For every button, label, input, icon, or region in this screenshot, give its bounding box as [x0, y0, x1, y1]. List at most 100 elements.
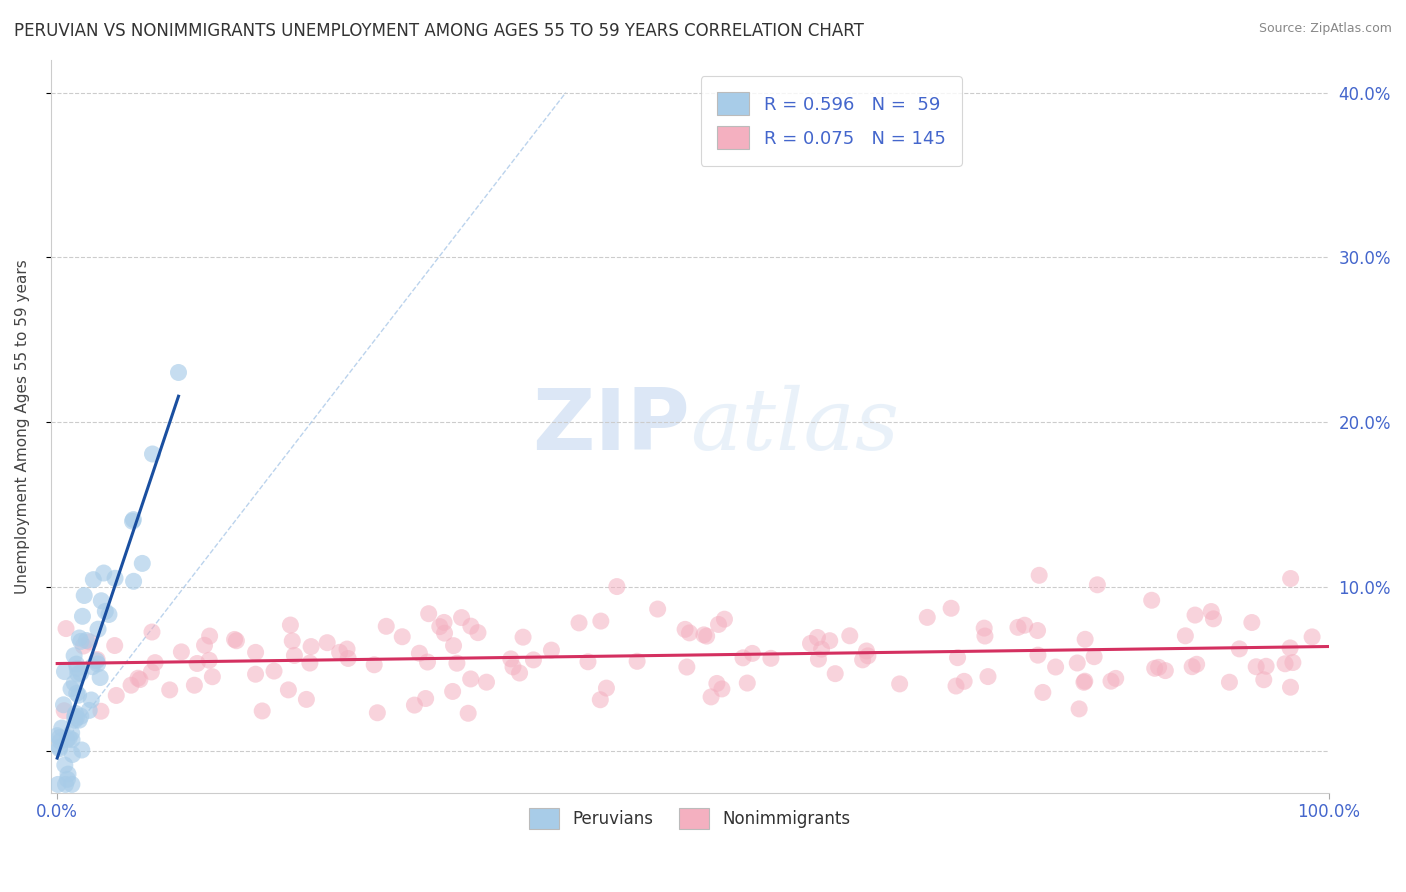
- Point: [678, 626, 700, 640]
- Point: [1143, 661, 1166, 675]
- Point: [86, 652, 108, 666]
- Point: [1301, 630, 1323, 644]
- Point: [201, 670, 224, 684]
- Point: [460, 619, 482, 633]
- Point: [67, 631, 90, 645]
- Point: [1045, 660, 1067, 674]
- Point: [131, 557, 153, 571]
- Point: [673, 623, 696, 637]
- Point: [852, 653, 875, 667]
- Point: [167, 366, 190, 380]
- Point: [1185, 657, 1208, 672]
- Point: [120, 678, 142, 692]
- Point: [58, 731, 80, 746]
- Point: [818, 633, 841, 648]
- Point: [141, 665, 163, 679]
- Point: [446, 657, 468, 671]
- Point: [589, 614, 612, 628]
- Point: [159, 682, 181, 697]
- Point: [1074, 632, 1097, 647]
- Point: [856, 648, 879, 663]
- Point: [70, 743, 93, 757]
- Point: [1274, 657, 1296, 671]
- Point: [676, 660, 699, 674]
- Point: [647, 602, 669, 616]
- Point: [62, 747, 84, 762]
- Point: [53, 704, 76, 718]
- Point: [363, 657, 385, 672]
- Legend: Peruvians, Nonimmigrants: Peruvians, Nonimmigrants: [523, 801, 856, 836]
- Point: [298, 656, 321, 670]
- Point: [1014, 618, 1036, 632]
- Point: [1085, 578, 1108, 592]
- Point: [1032, 685, 1054, 699]
- Point: [193, 638, 215, 652]
- Point: [1026, 624, 1049, 638]
- Point: [1105, 672, 1128, 686]
- Point: [55, 777, 77, 791]
- Point: [693, 628, 716, 642]
- Point: [94, 604, 117, 618]
- Point: [731, 650, 754, 665]
- Point: [1282, 656, 1305, 670]
- Point: [281, 634, 304, 648]
- Point: [72, 639, 94, 653]
- Point: [1069, 702, 1091, 716]
- Point: [735, 676, 758, 690]
- Point: [97, 607, 120, 622]
- Point: [316, 635, 339, 649]
- Point: [283, 648, 305, 663]
- Point: [1028, 568, 1050, 582]
- Point: [65, 711, 87, 725]
- Point: [245, 667, 267, 681]
- Point: [170, 645, 193, 659]
- Point: [141, 625, 163, 640]
- Point: [1083, 649, 1105, 664]
- Point: [915, 610, 938, 624]
- Point: [707, 617, 730, 632]
- Point: [759, 651, 782, 665]
- Point: [122, 513, 145, 527]
- Text: Source: ZipAtlas.com: Source: ZipAtlas.com: [1258, 22, 1392, 36]
- Point: [105, 689, 128, 703]
- Point: [700, 690, 723, 704]
- Point: [441, 684, 464, 698]
- Point: [60, 726, 83, 740]
- Point: [499, 652, 522, 666]
- Point: [66, 661, 89, 675]
- Point: [946, 650, 969, 665]
- Point: [295, 692, 318, 706]
- Point: [53, 665, 76, 679]
- Point: [104, 639, 127, 653]
- Point: [86, 657, 108, 671]
- Point: [568, 615, 591, 630]
- Point: [127, 671, 149, 685]
- Point: [90, 704, 112, 718]
- Point: [52, 698, 75, 712]
- Text: atlas: atlas: [690, 384, 898, 467]
- Point: [63, 676, 86, 690]
- Point: [77, 703, 100, 717]
- Point: [475, 675, 498, 690]
- Point: [63, 648, 86, 663]
- Point: [75, 633, 97, 648]
- Point: [824, 666, 846, 681]
- Point: [502, 660, 524, 674]
- Point: [408, 646, 430, 660]
- Point: [467, 625, 489, 640]
- Point: [799, 636, 821, 650]
- Point: [418, 607, 440, 621]
- Point: [121, 514, 143, 528]
- Y-axis label: Unemployment Among Ages 55 to 59 years: Unemployment Among Ages 55 to 59 years: [15, 259, 30, 593]
- Point: [512, 630, 534, 644]
- Point: [973, 621, 995, 635]
- Point: [63, 713, 86, 727]
- Point: [198, 629, 221, 643]
- Point: [889, 677, 911, 691]
- Point: [1279, 572, 1302, 586]
- Point: [509, 666, 531, 681]
- Point: [713, 612, 735, 626]
- Point: [1199, 605, 1222, 619]
- Point: [1074, 674, 1097, 689]
- Point: [953, 674, 976, 689]
